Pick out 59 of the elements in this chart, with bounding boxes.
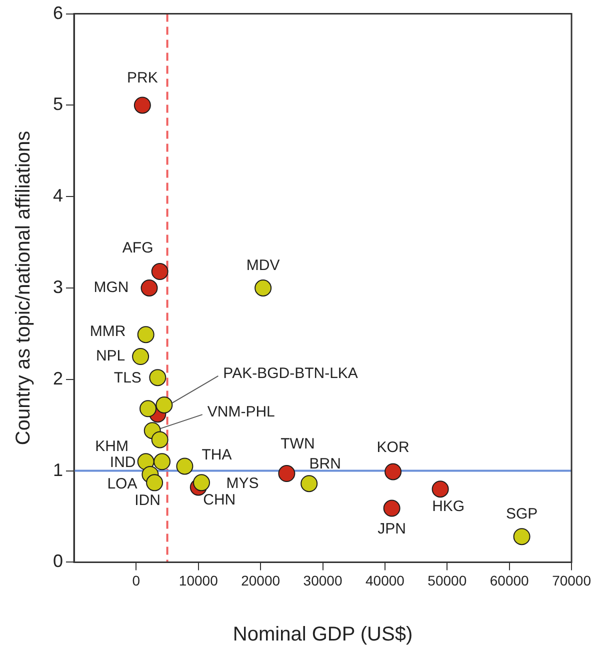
point: [254, 280, 272, 296]
x-tick-label: 50000: [428, 572, 467, 588]
annotation: MMR: [90, 322, 126, 340]
point: [146, 474, 164, 492]
point: [278, 465, 296, 482]
annotation: SGP: [506, 506, 538, 523]
annotation: NPL: [96, 348, 126, 365]
point: [300, 475, 318, 492]
y-tick-label: 1: [52, 460, 64, 480]
annotation: AFG: [122, 240, 154, 257]
annotation: THA: [202, 446, 232, 464]
annotation: LOA: [107, 476, 138, 493]
annotation: CHN: [203, 491, 236, 508]
x-tick-label: 60000: [490, 572, 530, 588]
annotation: BRN: [309, 456, 341, 473]
x-tick-label: 10000: [178, 572, 218, 588]
y-tick-label: 6: [52, 2, 64, 23]
point: [432, 480, 449, 498]
annotation: IDN: [134, 492, 160, 509]
y-tick-label: 5: [52, 94, 64, 114]
point: [140, 400, 157, 418]
point: [132, 348, 150, 366]
x-axis-title: Nominal GDP (US$): [232, 624, 413, 646]
annotation: KOR: [376, 438, 410, 456]
point: [156, 396, 173, 414]
point: [384, 463, 402, 480]
annotation: JPN: [378, 520, 406, 538]
x-tick-label: 30000: [303, 572, 342, 588]
point: [151, 431, 168, 448]
x-tick-label: 20000: [241, 572, 280, 588]
annotation: TLS: [114, 370, 142, 387]
annotation: IND: [110, 454, 136, 471]
point: [176, 458, 194, 475]
annotation: MDV: [246, 257, 280, 274]
y-tick-label: 2: [52, 368, 64, 388]
point: [154, 453, 171, 470]
annotation: KHM: [95, 438, 129, 455]
point: [513, 528, 530, 546]
annotation: MYS: [226, 474, 259, 492]
point: [149, 369, 166, 386]
point: [140, 280, 158, 296]
annotation: VNM-PHL: [207, 404, 275, 421]
x-tick-label: 70000: [552, 572, 592, 588]
point: [134, 96, 151, 114]
annotation: PAK-BGD-BTN-LKA: [223, 365, 358, 382]
annotation: TWN: [280, 436, 315, 453]
annotation: PRK: [127, 69, 158, 86]
point: [151, 263, 168, 280]
x-tick-label: 0: [132, 572, 140, 588]
y-tick-label: 4: [52, 186, 64, 206]
y-tick-label: 3: [52, 276, 64, 297]
y-axis-title: Country as topic/national affiliations: [12, 130, 35, 446]
annotation: HKG: [432, 498, 465, 516]
y-tick-label: 0: [52, 551, 64, 572]
point: [383, 500, 400, 517]
annotation: MGN: [94, 279, 129, 296]
x-tick-label: 40000: [365, 572, 405, 588]
point: [193, 474, 210, 492]
point: [137, 326, 154, 344]
